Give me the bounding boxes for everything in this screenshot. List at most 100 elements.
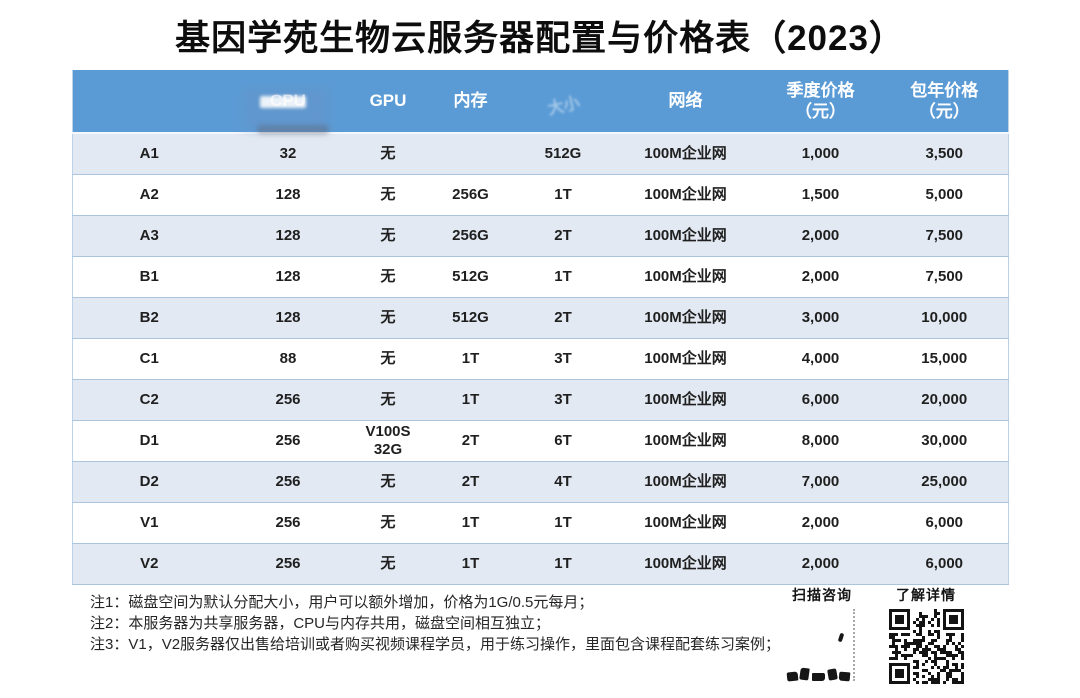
network-cell: 100M企业网 <box>610 174 761 216</box>
column-header-memory: 内存 <box>425 70 516 134</box>
quarterly-price-cell: 6,000 <box>760 379 881 421</box>
yearly-price-cell: 7,500 <box>880 256 1009 298</box>
yearly-price-cell: 30,000 <box>880 420 1009 462</box>
yearly-price-cell: 10,000 <box>880 297 1009 339</box>
column-header-quarterly-price: 季度价格 （元） <box>760 70 881 134</box>
column-header-network: 网络 <box>610 70 761 134</box>
quarterly-price-cell: 2,000 <box>760 502 881 544</box>
yearly-price-cell: 6,000 <box>880 543 1009 585</box>
server-cell: B2 <box>72 297 226 339</box>
qr-remnant-mark <box>786 671 799 682</box>
disk-size-cell: 1T <box>515 256 611 298</box>
details-section: 了解详情 <box>886 585 966 684</box>
page-title: 基因学苑生物云服务器配置与价格表（2023） <box>175 19 905 58</box>
quarterly-price-cell: 4,000 <box>760 338 881 380</box>
network-cell: 100M企业网 <box>610 338 761 380</box>
network-cell: 100M企业网 <box>610 461 761 503</box>
cpu-cell: 256 <box>225 420 351 462</box>
footnotes: 注1：磁盘空间为默认分配大小，用户可以额外增加，价格为1G/0.5元每月； 注2… <box>90 592 780 655</box>
server-cell: B1 <box>72 256 226 298</box>
gpu-cell: 无 <box>350 174 426 216</box>
cpu-cell: 88 <box>225 338 351 380</box>
yearly-price-cell: 6,000 <box>880 502 1009 544</box>
memory-cell: 256G <box>425 174 516 216</box>
column-header-yearly-price: 包年价格 （元） <box>880 70 1009 134</box>
gpu-cell: 无 <box>350 256 426 298</box>
cpu-cell: 128 <box>225 256 351 298</box>
column-header-label: 网络 <box>668 91 703 111</box>
server-cell: V1 <box>72 502 226 544</box>
scan-consult-section: 扫描咨询 <box>786 585 857 682</box>
server-cell: A2 <box>72 174 226 216</box>
disk-size-cell: 2T <box>515 297 611 339</box>
quarterly-price-cell: 2,000 <box>760 256 881 298</box>
gpu-cell: 无 <box>350 379 426 421</box>
gpu-cell: V100S 32G <box>350 420 426 462</box>
qr-remnant-mark <box>838 671 851 682</box>
qr-code[interactable] <box>888 609 964 684</box>
column-header-label: GPU <box>369 91 407 111</box>
disk-size-cell: 1T <box>515 174 611 216</box>
memory-cell: 1T <box>425 502 516 544</box>
details-label: 了解详情 <box>896 587 956 603</box>
network-cell: 100M企业网 <box>610 502 761 544</box>
gpu-cell: 无 <box>350 543 426 585</box>
column-header-label: 季度价格 （元） <box>786 80 855 121</box>
cpu-cell: 128 <box>225 297 351 339</box>
cpu-cell: 32 <box>225 132 351 175</box>
header-row: CPU GPU 内存 大小 网络 季度价格 （元） 包年价格 （元） <box>72 70 1009 134</box>
table-row-D1: D1 256 V100S 32G 2T 6T 100M企业网 8,000 30,000 <box>72 420 1009 462</box>
memory-cell <box>425 132 516 175</box>
yearly-price-cell: 25,000 <box>880 461 1009 503</box>
memory-cell: 256G <box>425 215 516 257</box>
quarterly-price-cell: 8,000 <box>760 420 881 462</box>
quarterly-price-cell: 2,000 <box>760 543 881 585</box>
table-row-C1: C1 88 无 1T 3T 100M企业网 4,000 15,000 <box>72 338 1009 380</box>
table-row-B1: B1 128 无 512G 1T 100M企业网 2,000 7,500 <box>72 256 1009 298</box>
network-cell: 100M企业网 <box>610 379 761 421</box>
server-cell: C1 <box>72 338 226 380</box>
table-row-V1: V1 256 无 1T 1T 100M企业网 2,000 6,000 <box>72 502 1009 544</box>
network-cell: 100M企业网 <box>610 132 761 175</box>
footnote-3: 注3：V1，V2服务器仅出售给培训或者购买视频课程学员，用于练习操作，里面包含课… <box>90 636 781 653</box>
gpu-cell: 无 <box>350 297 426 339</box>
scan-consult-label: 扫描咨询 <box>792 587 852 603</box>
memory-cell: 512G <box>425 297 516 339</box>
server-cell: D2 <box>72 461 226 503</box>
table-row-A1: A1 32 无 512G 100M企业网 1,000 3,500 <box>72 132 1009 175</box>
yearly-price-cell: 15,000 <box>880 338 1009 380</box>
cpu-cell: 256 <box>225 379 351 421</box>
network-cell: 100M企业网 <box>610 543 761 585</box>
server-cell: A3 <box>72 215 226 257</box>
footnote-2: 注2：本服务器为共享服务器，CPU与内存共用，磁盘空间相互独立； <box>90 615 551 632</box>
memory-cell: 1T <box>425 338 516 380</box>
yearly-price-cell: 20,000 <box>880 379 1009 421</box>
qr-remnant-mark <box>837 632 845 643</box>
qr-code-erased <box>786 609 855 682</box>
quarterly-price-cell: 1,500 <box>760 174 881 216</box>
memory-cell: 2T <box>425 461 516 503</box>
server-price-table: CPU GPU 内存 大小 网络 季度价格 （元） 包年价格 （元） A1 32 无 512G 10… <box>72 70 1009 585</box>
disk-size-cell: 512G <box>515 132 611 175</box>
disk-size-cell: 1T <box>515 543 611 585</box>
column-header-server <box>72 70 226 134</box>
column-header-label: 内存 <box>453 91 488 111</box>
yearly-price-cell: 3,500 <box>880 132 1009 175</box>
gpu-cell: 无 <box>350 215 426 257</box>
qr-remnant-mark <box>799 667 810 681</box>
memory-cell: 2T <box>425 420 516 462</box>
disk-size-cell: 1T <box>515 502 611 544</box>
table-row-D2: D2 256 无 2T 4T 100M企业网 7,000 25,000 <box>72 461 1009 503</box>
column-header-label: 大小 <box>546 94 582 119</box>
disk-size-cell: 2T <box>515 215 611 257</box>
server-cell: A1 <box>72 132 226 175</box>
cpu-cell: 128 <box>225 215 351 257</box>
memory-cell: 1T <box>425 379 516 421</box>
footnote-1: 注1：磁盘空间为默认分配大小，用户可以额外增加，价格为1G/0.5元每月； <box>90 594 594 611</box>
quarterly-price-cell: 3,000 <box>760 297 881 339</box>
cpu-cell: 256 <box>225 502 351 544</box>
network-cell: 100M企业网 <box>610 215 761 257</box>
table-header: CPU GPU 内存 大小 网络 季度价格 （元） 包年价格 （元） <box>72 70 1009 134</box>
disk-size-cell: 3T <box>515 379 611 421</box>
disk-size-cell: 3T <box>515 338 611 380</box>
